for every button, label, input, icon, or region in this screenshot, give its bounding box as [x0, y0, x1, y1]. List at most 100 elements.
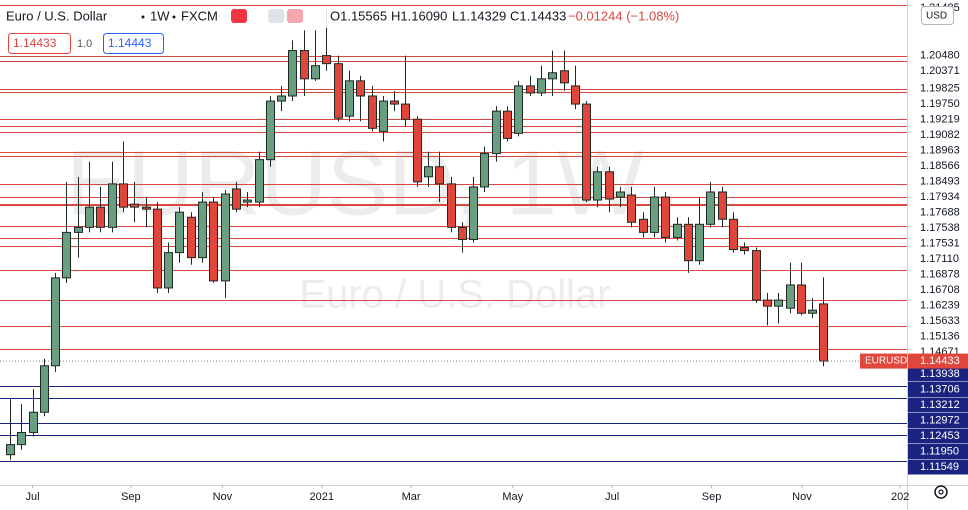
candle-body — [718, 191, 727, 220]
watermark-subtitle: Euro / U.S. Dollar — [299, 273, 610, 317]
candle-body — [514, 85, 523, 134]
price-label-bg — [908, 63, 968, 79]
ask-box[interactable] — [103, 33, 164, 54]
currency-button[interactable] — [921, 6, 954, 25]
price-label: 1.18566 — [920, 160, 960, 172]
ohlc-change: −0.01244 (−1.08%) — [568, 8, 679, 23]
candle-body — [560, 70, 569, 84]
candle-body — [198, 201, 207, 259]
candle-body — [130, 203, 139, 208]
ohlc-high: H1.16090 — [391, 8, 447, 23]
x-tick-label: Nov — [792, 491, 812, 503]
candle-body — [752, 250, 761, 301]
price-label: 1.16708 — [920, 284, 960, 296]
candle-body — [413, 118, 422, 183]
candle-body — [142, 206, 151, 210]
eye-icon[interactable] — [268, 9, 284, 23]
price-label-bg — [908, 282, 968, 298]
candle-body — [62, 231, 71, 279]
price-label: 1.19219 — [920, 114, 960, 126]
wave-icon[interactable] — [287, 9, 303, 23]
last-price-label: 1.14433 — [920, 355, 960, 367]
price-label: 1.19082 — [920, 129, 960, 141]
market-status-icon[interactable] — [231, 9, 247, 23]
candle-body — [119, 183, 128, 208]
bid-box[interactable] — [8, 33, 71, 54]
interval: 1W — [150, 8, 170, 23]
price-label-bg — [908, 96, 968, 112]
candle-body — [627, 194, 636, 223]
watermark-title: EURUSD, 1W — [66, 132, 644, 234]
price-label-bg — [908, 366, 968, 382]
x-tick-label: Jul — [605, 491, 619, 503]
candle-body — [266, 100, 275, 161]
candle-body — [492, 110, 501, 155]
candle-body — [232, 188, 241, 210]
candle-body — [187, 216, 196, 259]
x-tick-label: May — [502, 491, 523, 503]
price-label-bg — [908, 112, 968, 128]
price-label: 1.12453 — [920, 430, 960, 442]
candle-body — [153, 208, 162, 289]
candle-body — [288, 50, 297, 97]
price-label-bg — [908, 205, 968, 221]
candle-body — [571, 85, 580, 105]
x-tick-label: 202 — [891, 491, 909, 503]
candle-body — [322, 55, 331, 65]
candle-body — [797, 284, 806, 314]
price-label-bg — [908, 413, 968, 428]
price-label: 1.19750 — [920, 98, 960, 110]
candle-body — [639, 218, 648, 233]
price-label: 1.13938 — [920, 368, 960, 380]
candle-body — [255, 159, 264, 203]
candle-body — [706, 191, 715, 225]
price-label: 1.19825 — [920, 83, 960, 95]
candle-body — [311, 65, 320, 80]
settings-icon[interactable] — [934, 485, 948, 499]
price-label-bg — [908, 48, 968, 64]
price-label-bg — [908, 127, 968, 143]
price-label-bg — [908, 428, 968, 444]
price-label: 1.16878 — [920, 269, 960, 281]
price-label: 1.13212 — [920, 399, 960, 411]
spread: 1.0 — [77, 38, 92, 50]
symbol-name: Euro / U.S. Dollar — [6, 8, 108, 23]
candle-body — [356, 80, 365, 97]
price-label: 1.13706 — [920, 383, 960, 395]
candles — [0, 10, 907, 460]
candle-body — [334, 63, 343, 119]
candle-body — [85, 206, 94, 228]
price-label: 1.18493 — [920, 176, 960, 188]
candle-body — [650, 196, 659, 233]
candle-body — [763, 299, 772, 307]
price-label-bg — [908, 444, 968, 459]
candle-body — [503, 110, 512, 139]
price-label-bg — [908, 174, 968, 190]
symbol-tag-bg — [860, 353, 907, 369]
price-label: 1.17688 — [920, 207, 960, 219]
candle-body — [774, 299, 783, 307]
price-label: 1.17538 — [920, 222, 960, 234]
price-label: 1.16239 — [920, 300, 960, 312]
price-label: 1.18963 — [920, 145, 960, 157]
candle-body — [17, 431, 26, 446]
price-label-bg — [908, 397, 968, 413]
candle-body — [345, 80, 354, 117]
price-label: 1.20371 — [920, 65, 960, 77]
price-label: 1.17110 — [920, 253, 959, 265]
ohlc-open: O1.15565 — [330, 8, 387, 23]
candle-body — [469, 186, 478, 240]
candle-body — [808, 309, 817, 314]
candle-body — [175, 211, 184, 254]
candle-body — [221, 193, 230, 282]
candle-body — [605, 171, 614, 200]
candle-body — [582, 103, 591, 201]
x-tick-label: Jul — [26, 491, 40, 503]
price-label: 1.17531 — [920, 238, 960, 250]
candle-body — [424, 166, 433, 178]
candle-body — [164, 252, 173, 289]
price-label-bg — [908, 382, 968, 397]
candle-body — [368, 95, 377, 129]
